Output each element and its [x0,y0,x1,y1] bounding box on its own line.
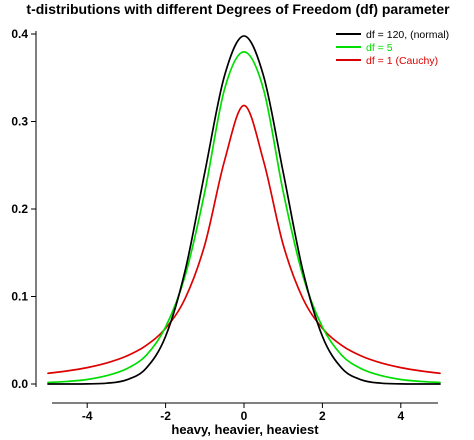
legend-label: df = 1 (Cauchy) [366,55,438,67]
x-tick-label: 0 [241,409,248,423]
y-tick-label: 0.1 [11,290,28,304]
legend: df = 120, (normal)df = 5df = 1 (Cauchy) [336,29,449,67]
series-line-df-1-cauchy [47,104,441,375]
x-tick-label: 4 [397,409,404,423]
legend-label: df = 5 [366,42,393,54]
y-tick-label: 0.2 [11,202,28,216]
x-ticks: -4 -2 0 2 4 [82,403,404,423]
y-tick-label: 0.4 [11,27,28,41]
series-line-df-120-normal [47,35,441,385]
legend-label: df = 120, (normal) [366,29,449,41]
y-ticks: 0.0 0.1 0.2 0.3 0.4 [11,27,36,391]
y-tick-label: 0.0 [11,377,28,391]
x-tick-label: 2 [319,409,326,423]
series-line-df-5 [47,50,441,384]
x-tick-label: -2 [160,409,171,423]
x-tick-label: -4 [82,409,93,423]
plot-area: 0.0 0.1 0.2 0.3 0.4 -4 -2 0 2 4 [11,27,441,423]
chart-title: t-distributions with different Degrees o… [26,1,450,17]
series-lines [47,35,441,385]
y-tick-label: 0.3 [11,115,28,129]
x-axis-label: heavy, heavier, heaviest [171,422,319,437]
